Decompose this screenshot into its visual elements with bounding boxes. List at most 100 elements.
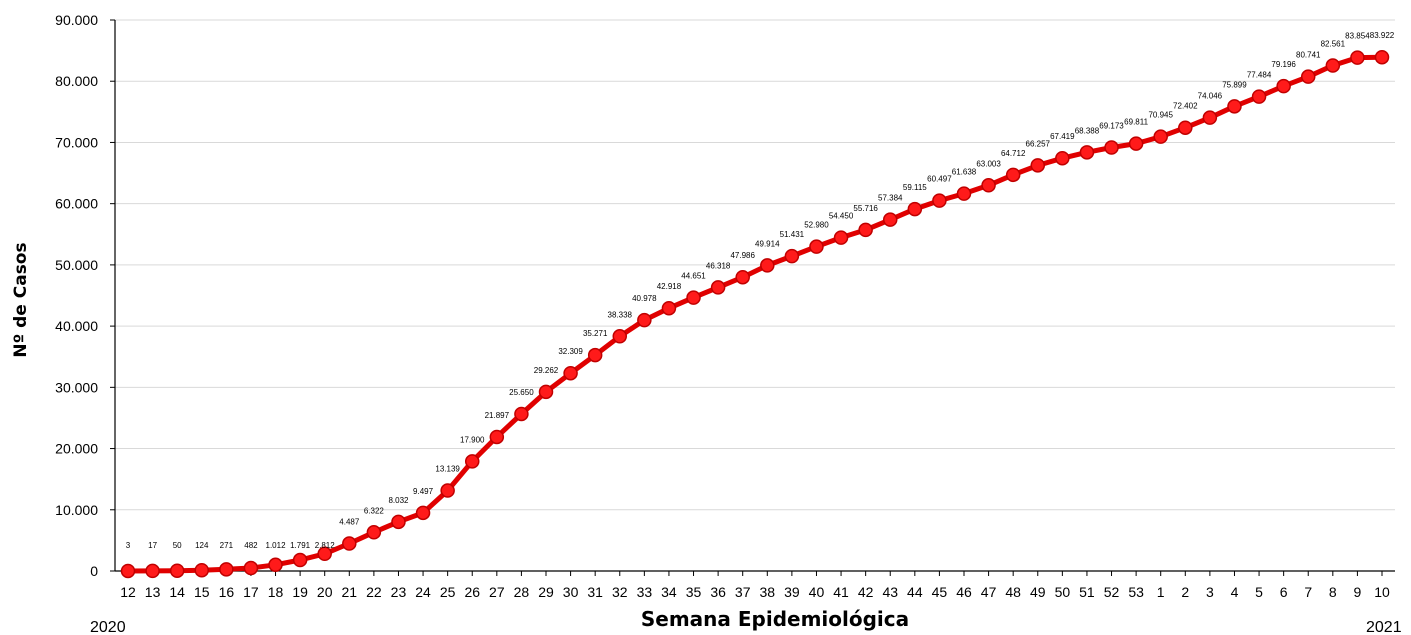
data-point <box>268 557 283 573</box>
data-label: 17 <box>148 541 157 550</box>
data-point <box>1374 49 1390 65</box>
data-point <box>784 248 800 264</box>
data-label: 2.812 <box>315 541 336 550</box>
data-point <box>833 230 849 245</box>
data-label: 63.003 <box>976 159 1001 168</box>
data-label: 49.914 <box>755 239 780 248</box>
x-tick-label: 36 <box>710 584 726 600</box>
x-tick-label: 29 <box>538 584 554 600</box>
y-tick-label: 90.000 <box>55 12 98 28</box>
series-line <box>125 54 1385 574</box>
data-label: 59.115 <box>903 183 927 192</box>
data-label: 80.741 <box>1296 51 1321 60</box>
x-tick-label: 21 <box>342 584 358 600</box>
data-label: 44.651 <box>681 272 706 281</box>
x-tick-label: 41 <box>833 584 849 600</box>
x-tick-label: 48 <box>1005 584 1021 600</box>
data-point <box>514 406 529 422</box>
data-label: 46.318 <box>706 261 731 270</box>
data-point <box>440 483 455 498</box>
data-label: 8.032 <box>388 496 409 505</box>
y-tick-labels: 0 10.000 20.000 30.000 40.000 50.000 60.000 70.… <box>55 12 98 579</box>
data-label: 60.497 <box>927 175 952 184</box>
data-label: 66.257 <box>1026 139 1051 148</box>
y-tick-label: 10.000 <box>55 502 98 518</box>
data-label: 40.978 <box>632 294 657 303</box>
data-point <box>809 239 824 254</box>
data-point <box>1178 120 1193 135</box>
y-tick-label: 0 <box>90 563 98 579</box>
data-point <box>932 193 947 208</box>
data-label: 83.854 <box>1345 32 1370 41</box>
data-label: 54.450 <box>829 212 854 221</box>
data-point <box>1153 129 1168 144</box>
x-tick-label: 13 <box>145 584 161 600</box>
data-label: 271 <box>220 541 234 550</box>
y-tick-label: 60.000 <box>55 196 98 212</box>
data-point <box>1005 167 1021 183</box>
data-point <box>1030 158 1046 173</box>
data-label: 35.271 <box>583 329 608 338</box>
data-point <box>342 536 357 551</box>
x-tick-label: 53 <box>1128 584 1144 600</box>
data-label: 42.918 <box>657 282 682 291</box>
data-point <box>292 552 308 568</box>
x-tick-label: 30 <box>563 584 579 600</box>
data-label: 55.716 <box>853 204 878 213</box>
data-label: 1.791 <box>290 541 311 550</box>
data-point <box>219 562 234 577</box>
data-point <box>956 186 972 201</box>
data-label: 47.986 <box>730 251 755 260</box>
x-tick-label: 33 <box>637 584 653 600</box>
data-point <box>145 563 160 579</box>
y-axis-title: Nº de Casos <box>11 242 31 357</box>
data-label: 72.402 <box>1173 102 1198 111</box>
x-tick-label: 20 <box>317 584 333 600</box>
x-tick-label: 43 <box>882 584 898 600</box>
data-point <box>858 222 873 238</box>
data-label: 50 <box>173 541 182 550</box>
x-tick-label: 27 <box>489 584 505 600</box>
data-point <box>464 454 480 469</box>
x-tick-label: 31 <box>587 584 603 600</box>
data-label: 52.980 <box>804 221 829 230</box>
data-point <box>1350 50 1365 65</box>
x-tick-label: 45 <box>932 584 948 600</box>
data-label: 83.922 <box>1370 31 1395 40</box>
data-point <box>366 525 382 540</box>
data-point <box>981 178 996 193</box>
data-point <box>735 269 750 285</box>
x-tick-label: 39 <box>784 584 800 600</box>
x-tick-label: 32 <box>612 584 628 600</box>
x-tick-label: 34 <box>661 584 677 600</box>
data-point <box>489 429 505 445</box>
data-label: 4.487 <box>339 518 360 527</box>
data-label: 77.484 <box>1247 71 1272 80</box>
data-label: 51.431 <box>780 230 805 239</box>
data-point <box>1202 110 1218 125</box>
x-axis-title: Semana Epidemiológica <box>641 607 909 631</box>
data-point <box>612 329 628 344</box>
data-point <box>710 280 726 295</box>
data-point <box>1300 69 1316 84</box>
data-point <box>194 562 210 578</box>
x-tick-label: 35 <box>686 584 702 600</box>
data-point <box>169 563 185 578</box>
x-tick-label: 3 <box>1206 584 1214 600</box>
x-tick-label: 10 <box>1374 584 1390 600</box>
data-point <box>563 365 578 381</box>
data-point <box>661 300 677 316</box>
data-point <box>1276 78 1291 94</box>
data-label: 6.322 <box>364 506 385 515</box>
data-point <box>317 546 332 562</box>
x-tick-label: 47 <box>981 584 997 600</box>
x-tick-label: 5 <box>1255 584 1263 600</box>
x-tick-label: 12 <box>120 584 136 600</box>
data-point <box>637 312 652 328</box>
x-tick-label: 1 <box>1157 584 1165 600</box>
x-tick-label: 51 <box>1079 584 1095 600</box>
data-label: 482 <box>244 541 258 550</box>
year-label-end: 2021 <box>1366 619 1402 635</box>
data-label: 9.497 <box>413 487 434 496</box>
